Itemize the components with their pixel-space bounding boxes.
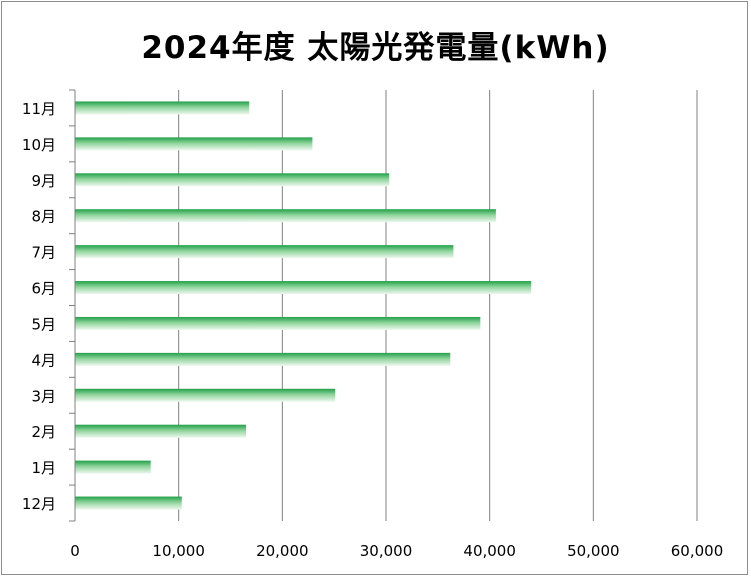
x-tick-label: 20,000 xyxy=(256,542,309,560)
bars xyxy=(75,101,532,510)
bar xyxy=(75,209,496,223)
bar xyxy=(75,245,454,259)
x-tick-label: 10,000 xyxy=(152,542,205,560)
category-label: 3月 xyxy=(31,387,56,405)
bar xyxy=(75,388,336,402)
category-label: 1月 xyxy=(31,459,56,477)
category-label: 8月 xyxy=(31,208,56,226)
category-labels: 12月 1月 2月 3月 4月 5月 6月 7月 8月 9月 10月 11月 xyxy=(22,100,56,513)
bar xyxy=(75,316,481,330)
bar xyxy=(75,281,532,295)
x-tick-label: 30,000 xyxy=(360,542,413,560)
bar xyxy=(75,424,247,438)
grid-lines xyxy=(178,90,698,521)
category-label: 12月 xyxy=(22,495,56,513)
category-label: 9月 xyxy=(31,172,56,190)
value-tick-labels: 0 10,000 20,000 30,000 40,000 50,000 60,000 xyxy=(70,542,723,560)
bar xyxy=(75,496,182,510)
x-tick-label: 60,000 xyxy=(671,542,724,560)
category-label: 2月 xyxy=(31,423,56,441)
category-label: 5月 xyxy=(31,315,56,333)
bar xyxy=(75,173,390,187)
category-label: 11月 xyxy=(22,100,56,118)
category-label: 7月 xyxy=(31,244,56,262)
x-tick-label: 0 xyxy=(70,542,80,560)
category-label: 10月 xyxy=(22,136,56,154)
bar xyxy=(75,460,151,474)
chart-title: 2024年度 太陽光発電量(kWh) xyxy=(141,30,610,66)
axes xyxy=(69,89,76,522)
category-label: 4月 xyxy=(31,351,56,369)
bar xyxy=(75,352,451,366)
x-tick-label: 50,000 xyxy=(567,542,620,560)
x-tick-label: 40,000 xyxy=(463,542,516,560)
category-label: 6月 xyxy=(31,280,56,298)
bar xyxy=(75,137,313,151)
bar xyxy=(75,101,250,115)
